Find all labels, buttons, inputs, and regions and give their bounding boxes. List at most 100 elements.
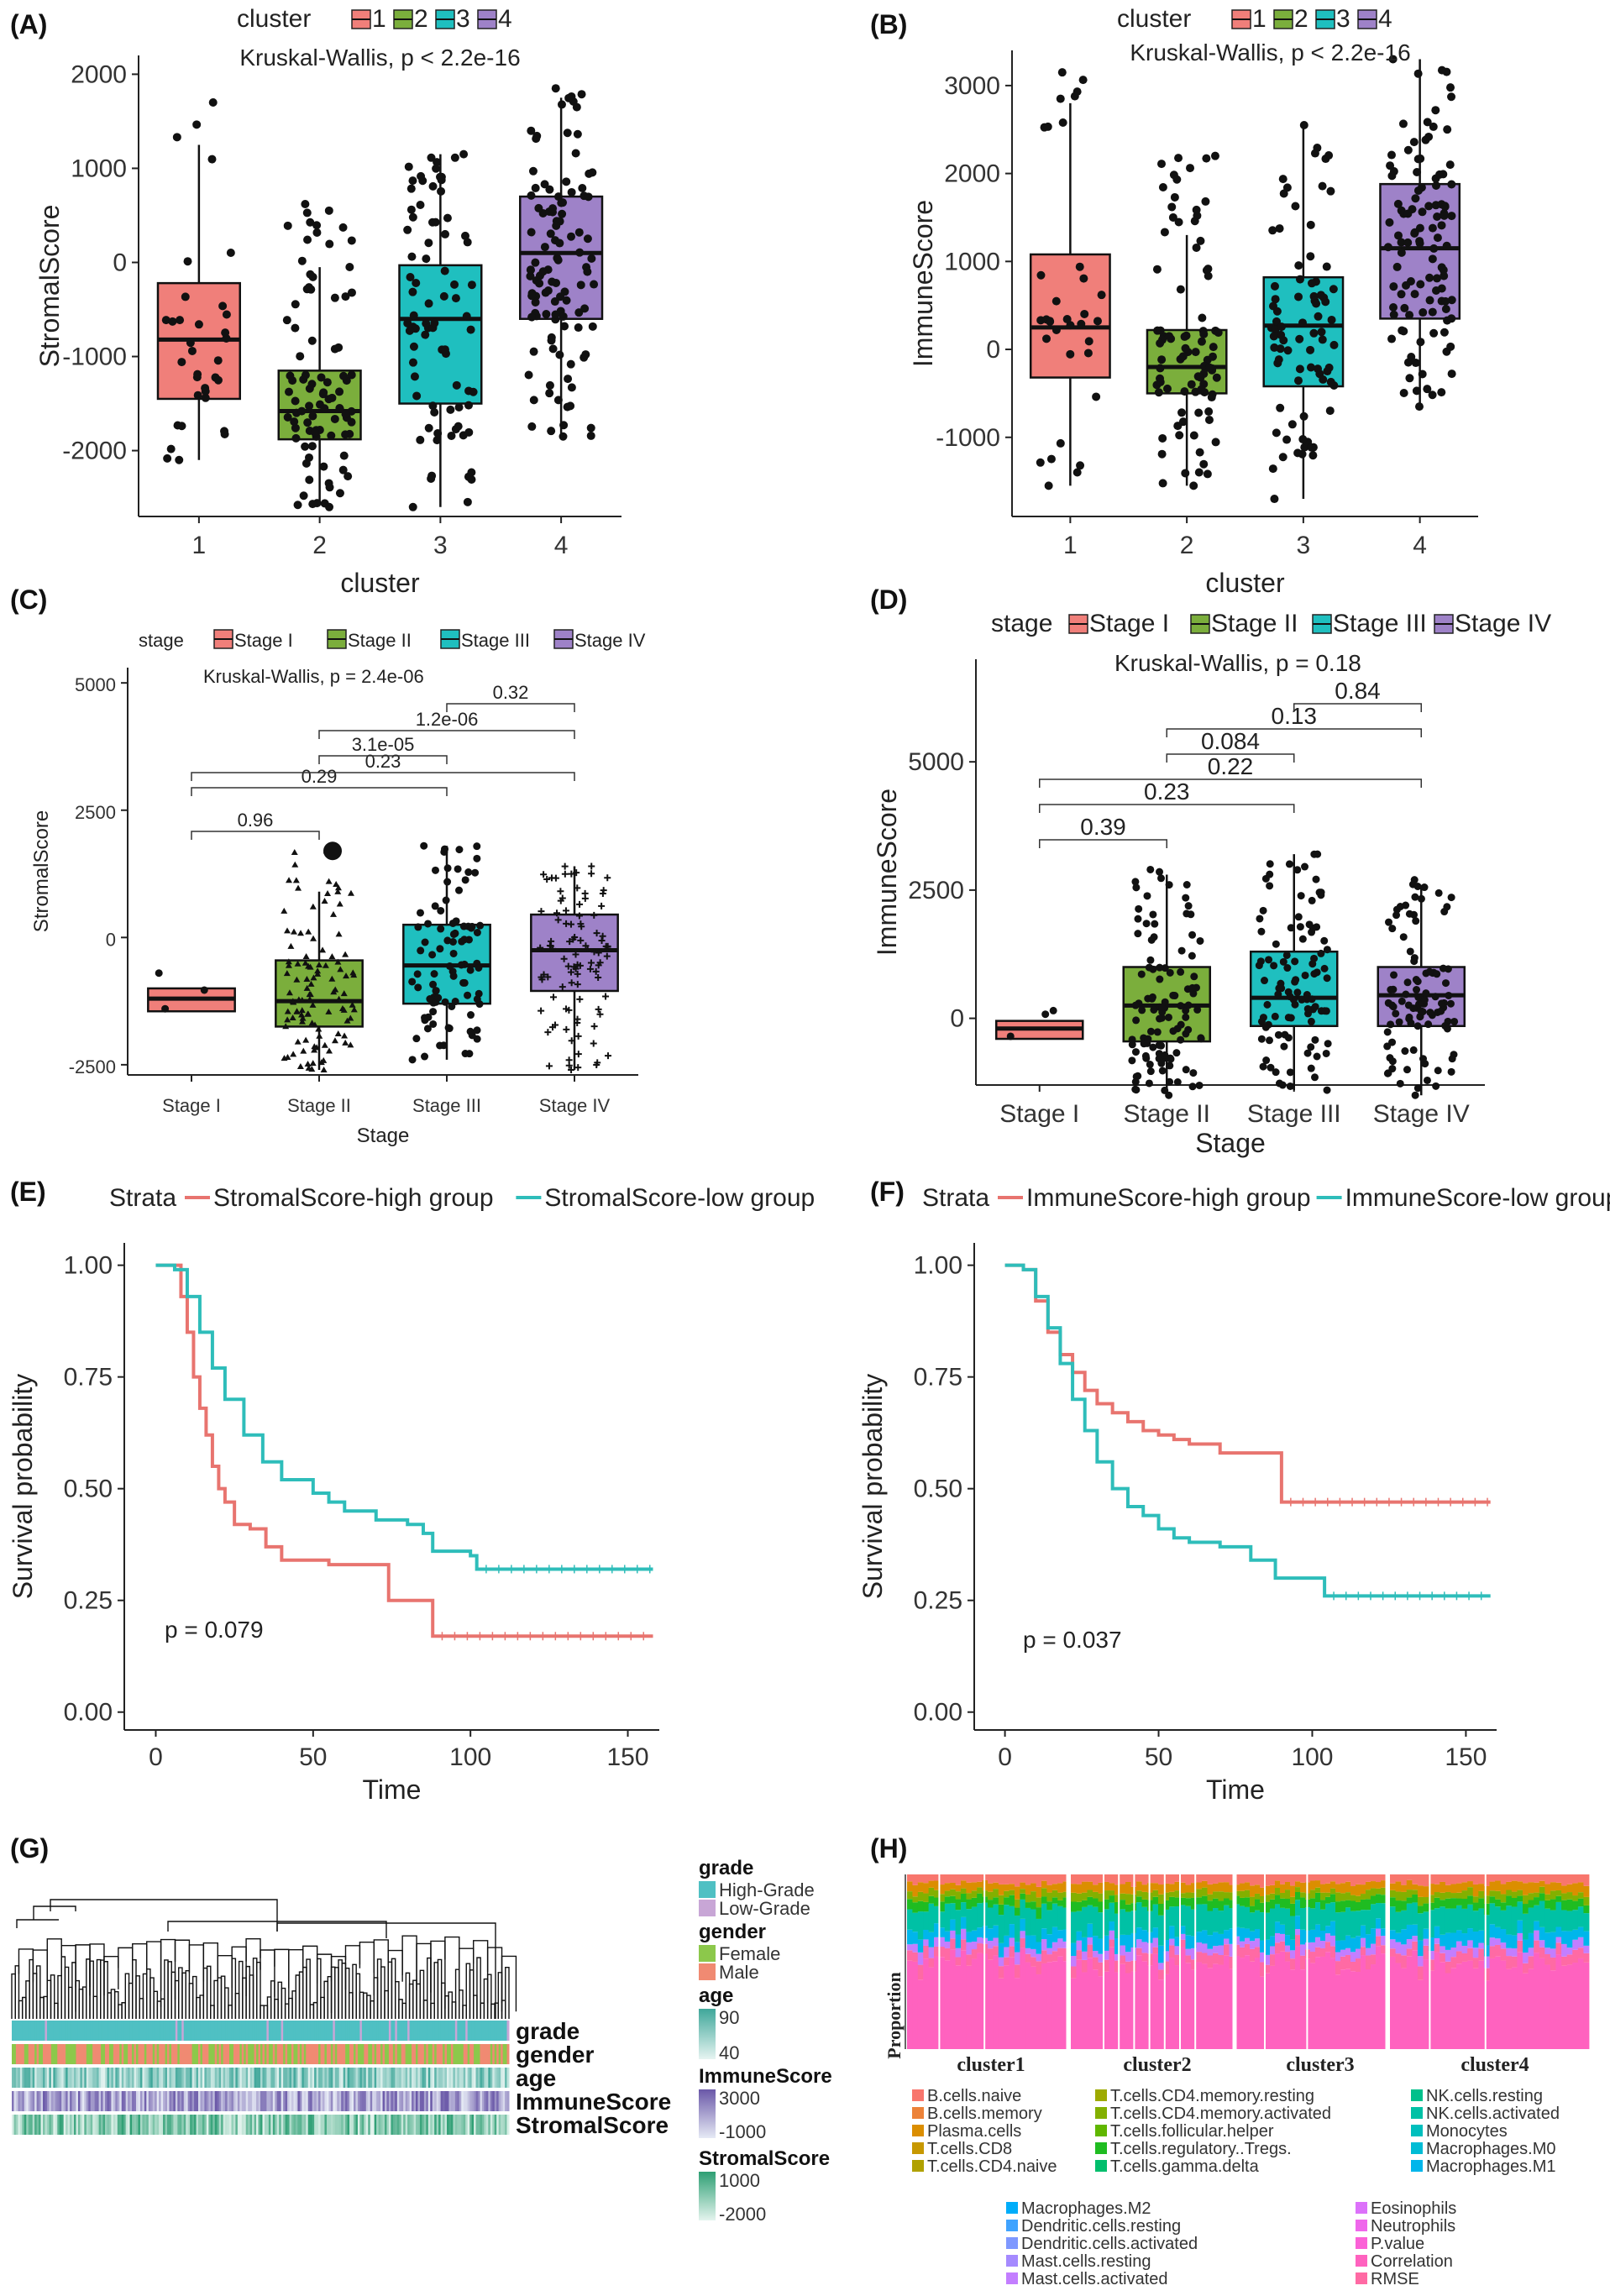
point	[1076, 461, 1085, 470]
y-axis-label: ImmuneScore	[908, 200, 938, 367]
h-bar-segment	[1461, 1899, 1468, 1909]
h-bar-segment	[1260, 1912, 1266, 1941]
track-cell-immune	[105, 2091, 108, 2111]
point	[1420, 883, 1429, 892]
h-bar-segment	[1213, 1932, 1219, 1947]
track-cell-immune	[268, 2091, 271, 2111]
point	[409, 311, 418, 320]
point	[543, 876, 551, 883]
h-bar-segment	[966, 1942, 973, 1955]
h-bar-segment	[1109, 1930, 1115, 1940]
h-bar-segment	[1098, 1953, 1104, 1963]
track-cell-grade	[302, 2021, 305, 2041]
track-cell-stromal	[102, 2115, 106, 2135]
h-bar-segment	[1320, 1874, 1326, 1885]
point	[168, 317, 177, 326]
point	[596, 1010, 604, 1018]
track-cell-age	[102, 2068, 106, 2088]
point	[1166, 1077, 1174, 1086]
h-bar-segment	[917, 1900, 924, 1912]
h-bar-segment	[1141, 1899, 1148, 1907]
h-bar-segment	[1395, 1953, 1402, 1963]
point	[563, 128, 572, 138]
h-bar-segment	[1429, 1884, 1435, 1895]
comparison-pvalue: 0.39	[1080, 814, 1126, 840]
point	[1429, 328, 1439, 338]
h-bar-segment	[1534, 1882, 1540, 1893]
track-cell-gender	[349, 2044, 353, 2064]
h-bar-segment	[1390, 1883, 1396, 1890]
h-bar-segment	[1169, 1891, 1175, 1897]
h-legend-item: T.cells.regulatory..Tregs.	[1110, 2140, 1292, 2158]
h-bar-segment	[1229, 1956, 1235, 1969]
point	[283, 412, 292, 422]
track-cell-grade	[343, 2021, 346, 2041]
h-bar-segment	[923, 1945, 929, 1959]
track-cell-grade	[146, 2021, 149, 2041]
point	[213, 375, 223, 385]
track-cell-stromal	[225, 2115, 228, 2135]
track-cell-gender	[316, 2044, 319, 2064]
track-cell-gender	[337, 2044, 340, 2064]
h-bar-segment	[1577, 1874, 1584, 1883]
h-bar-segment	[1330, 1958, 1336, 2049]
h-bar-segment	[1275, 1932, 1281, 1943]
legend-title: stage	[139, 630, 184, 651]
h-bar-segment	[1395, 1900, 1402, 1912]
point	[574, 323, 583, 333]
point	[1413, 69, 1423, 78]
track-cell-grade	[310, 2021, 313, 2041]
h-bar-segment	[1577, 1898, 1584, 1907]
h-bar-segment	[993, 1882, 999, 1890]
point	[1270, 495, 1279, 504]
panel-label-g: (G)	[10, 1833, 49, 1864]
track-cell-immune	[341, 2091, 344, 2111]
dendrogram-branch	[89, 1960, 94, 2019]
h-bar-segment	[1500, 1960, 1507, 2049]
h-bar-segment	[1015, 1907, 1020, 1916]
track-cell-stromal	[67, 2115, 71, 2135]
h-bar-segment	[950, 1903, 956, 1920]
track-cell-grade	[167, 2021, 170, 2041]
h-bar-segment	[912, 1961, 919, 2049]
h-bar-segment	[1031, 1874, 1036, 1884]
h-bar-segment	[1577, 1926, 1584, 1937]
track-cell-age	[388, 2068, 391, 2088]
point	[552, 874, 559, 882]
h-bar-segment	[1566, 1931, 1573, 1948]
h-bar-segment	[1523, 1904, 1529, 1914]
h-bar-segment	[1202, 1874, 1208, 1881]
track-cell-age	[392, 2068, 396, 2088]
point	[1209, 352, 1218, 361]
h-bar-segment	[1015, 1978, 1020, 2049]
track-cell-gender	[241, 2044, 244, 2064]
point	[1442, 979, 1450, 988]
track-cell-stromal	[86, 2115, 89, 2135]
track-cell-grade	[501, 2021, 504, 2041]
h-bar-segment	[1245, 1955, 1251, 2049]
h-bar-segment	[939, 1894, 946, 1902]
track-cell-immune	[233, 2091, 236, 2111]
point	[309, 1060, 317, 1067]
h-bar-segment	[1062, 1874, 1069, 1882]
point	[1412, 386, 1421, 396]
point	[1414, 993, 1423, 1002]
point	[317, 373, 326, 382]
track-cell-gender	[117, 2044, 120, 2064]
point	[1286, 993, 1294, 1001]
point	[328, 393, 337, 402]
h-bar-segment	[1472, 1884, 1479, 1897]
point	[557, 198, 566, 207]
h-bar-segment	[1376, 1903, 1382, 1919]
h-bar-segment	[1020, 1918, 1026, 1932]
h-bar-segment	[966, 1965, 973, 2049]
track-cell-immune	[181, 2091, 185, 2111]
point	[531, 297, 540, 307]
track-cell-gender	[156, 2044, 160, 2064]
track-cell-age	[152, 2068, 155, 2088]
h-bar-segment	[1071, 1956, 1077, 1967]
h-bar-segment	[1280, 1924, 1286, 1934]
h-bar-segment	[907, 1881, 913, 1892]
track-cell-immune	[467, 2091, 470, 2111]
point	[1197, 385, 1206, 394]
